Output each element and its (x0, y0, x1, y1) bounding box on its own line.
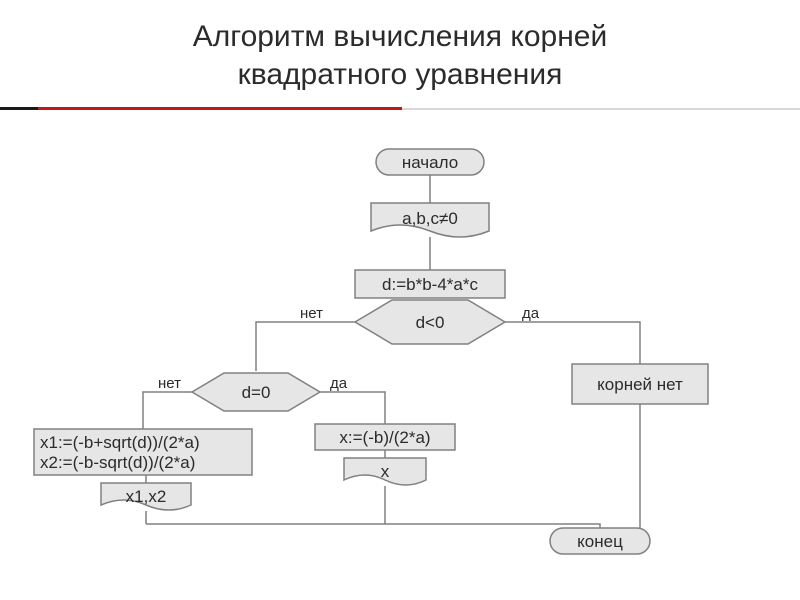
node-outX-label: x (381, 462, 390, 481)
edge-label-yes-1: да (522, 305, 540, 322)
node-start-label: начало (402, 153, 458, 172)
edge-merge (146, 524, 600, 528)
node-noRoots-label: корней нет (597, 375, 683, 394)
node-dec2-label: d=0 (242, 383, 271, 402)
node-calcD-label: d:=b*b-4*a*c (382, 275, 478, 294)
node-input-label: a,b,c≠0 (402, 209, 458, 228)
node-calcX12-label1: x1:=(-b+sqrt(d))/(2*a) (40, 433, 200, 452)
edge-yes-1 (505, 322, 640, 364)
edge-label-yes-2: да (330, 375, 348, 392)
edge-label-no-2: нет (158, 375, 181, 392)
flowchart-canvas: нет да нет да начало a,b,c≠0 d:=b*b-4*a*… (0, 0, 800, 600)
edge-no-1 (256, 322, 355, 371)
node-dec1-label: d<0 (416, 313, 445, 332)
edge-to-end-1 (640, 404, 650, 541)
edge-no-2 (143, 392, 192, 429)
edge-label-no-1: нет (300, 305, 323, 322)
edge-yes-2 (320, 392, 385, 424)
node-calcX-label: x:=(-b)/(2*a) (339, 428, 430, 447)
node-end-label: конец (577, 532, 623, 551)
node-calcX12-label2: x2:=(-b-sqrt(d))/(2*a) (40, 453, 195, 472)
node-outX12-label: x1,x2 (126, 487, 167, 506)
